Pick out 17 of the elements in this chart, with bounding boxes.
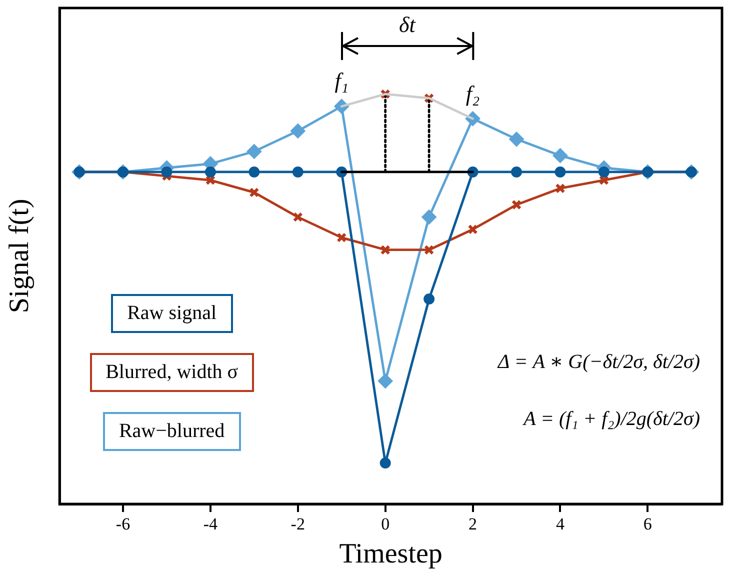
text: Blurred, width σ [90,353,254,392]
text: δt [399,12,416,38]
text: Raw signal [111,294,233,333]
annotation: A = (f₁ + f₂)/2g(δt/2σ) [522,407,700,432]
x-tick-label: -4 [203,514,218,534]
x-tick-label: 6 [643,514,652,534]
y-axis-title: Signal f(t) [4,198,36,314]
x-tick-label: -2 [290,514,305,534]
x-tick-label: 2 [468,514,478,534]
x-tick-label: -6 [116,514,130,534]
x-tick-label: 0 [381,514,390,534]
text: f₁ [334,68,348,94]
x-tick-label: 4 [556,514,565,534]
annotation: Δ = A ∗ G(−δt/2σ, δt/2σ) [498,350,700,375]
x-axis-title: Timestep [339,538,442,570]
text: Raw−blurred [102,412,241,451]
annotation: f₂ [466,80,480,107]
